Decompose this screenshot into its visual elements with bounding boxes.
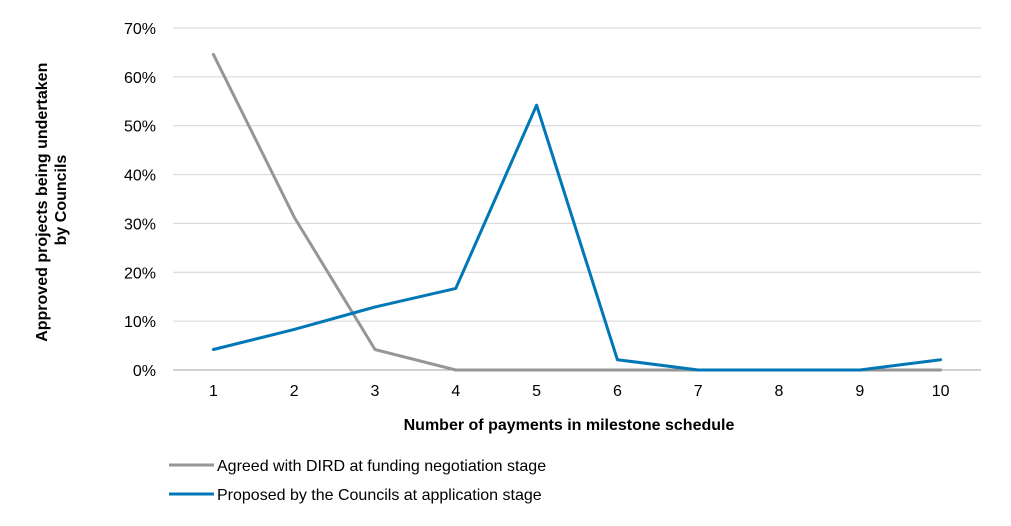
y-tick-label: 20% bbox=[124, 265, 156, 282]
y-tick-label: 30% bbox=[124, 216, 156, 233]
y-tick-label: 40% bbox=[124, 168, 156, 185]
legend: Agreed with DIRD at funding negotiation … bbox=[169, 458, 546, 504]
y-tick-label: 10% bbox=[124, 314, 156, 331]
x-tick-label: 3 bbox=[371, 383, 380, 400]
x-tick-label: 4 bbox=[451, 383, 460, 400]
x-tick-label: 6 bbox=[613, 383, 622, 400]
y-axis-title-line-2: by Councils bbox=[53, 155, 70, 246]
y-tick-label: 70% bbox=[124, 21, 156, 38]
y-axis-ticks: 0% 10% 20% 30% 40% 50% 60% 70% bbox=[124, 21, 156, 380]
x-axis-ticks: 1 2 3 4 5 6 7 8 9 10 bbox=[209, 383, 950, 400]
y-tick-label: 60% bbox=[124, 70, 156, 87]
y-tick-label: 0% bbox=[133, 363, 156, 380]
x-axis-title: Number of payments in milestone schedule bbox=[404, 417, 735, 434]
x-tick-label: 7 bbox=[694, 383, 703, 400]
x-tick-label: 9 bbox=[855, 383, 864, 400]
x-tick-label: 8 bbox=[775, 383, 784, 400]
legend-label: Agreed with DIRD at funding negotiation … bbox=[217, 458, 546, 475]
series-line-2 bbox=[211, 103, 943, 372]
x-tick-label: 1 bbox=[209, 383, 218, 400]
y-axis-title-line-1: Approved projects being undertaken bbox=[34, 63, 51, 342]
gridlines bbox=[173, 27, 981, 371]
y-axis-title: Approved projects being undertaken by Co… bbox=[34, 58, 70, 342]
legend-label: Proposed by the Councils at application … bbox=[217, 487, 542, 504]
x-tick-label: 10 bbox=[932, 383, 950, 400]
y-tick-label: 50% bbox=[124, 119, 156, 136]
series-lines bbox=[211, 52, 943, 372]
x-tick-label: 2 bbox=[290, 383, 299, 400]
x-tick-label: 5 bbox=[532, 383, 541, 400]
